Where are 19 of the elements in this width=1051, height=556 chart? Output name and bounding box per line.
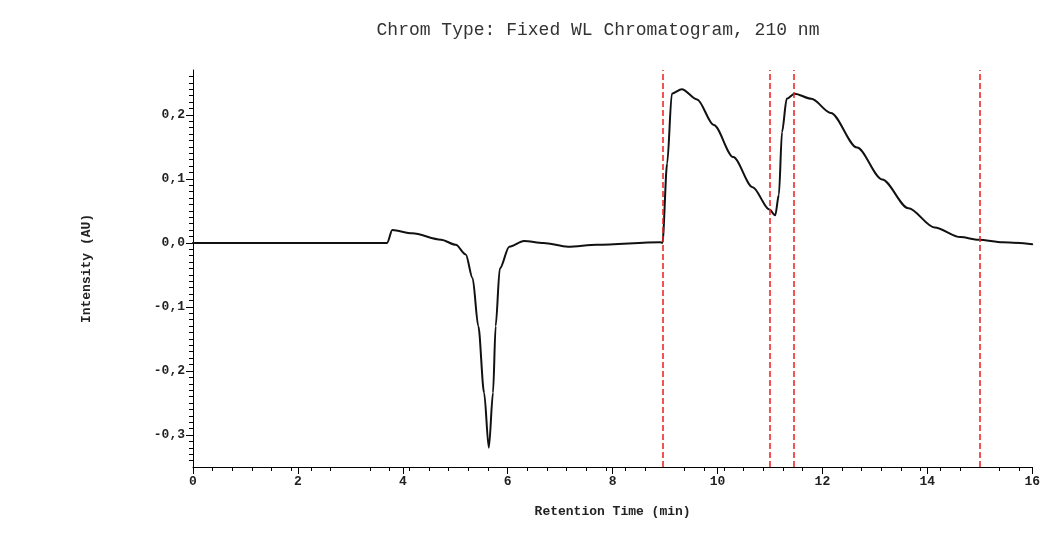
x-tick-label: 2 [293, 474, 302, 489]
x-tick-label: 10 [709, 474, 726, 489]
x-tick-label: 6 [503, 474, 512, 489]
y-axis-title: Intensity (AU) [79, 213, 94, 324]
y-tick-label: -0,2 [153, 363, 186, 379]
x-tick-label: 14 [919, 474, 936, 489]
x-tick-label: 0 [189, 474, 198, 489]
x-axis-title: Retention Time (min) [534, 504, 691, 519]
y-tick-label: 0,0 [161, 235, 186, 251]
y-tick-label: -0,3 [153, 427, 186, 443]
y-tick-label: -0,1 [153, 299, 186, 315]
x-tick-label: 16 [1024, 474, 1041, 489]
y-tick-label: 0,1 [161, 171, 186, 187]
chart-title: Chrom Type: Fixed WL Chromatogram, 210 nm [376, 20, 820, 40]
y-tick-label: 0,2 [161, 107, 186, 123]
x-tick-label: 4 [398, 474, 407, 489]
x-tick-label: 12 [814, 474, 831, 489]
line-series [192, 88, 1034, 449]
x-tick-label: 8 [608, 474, 617, 489]
